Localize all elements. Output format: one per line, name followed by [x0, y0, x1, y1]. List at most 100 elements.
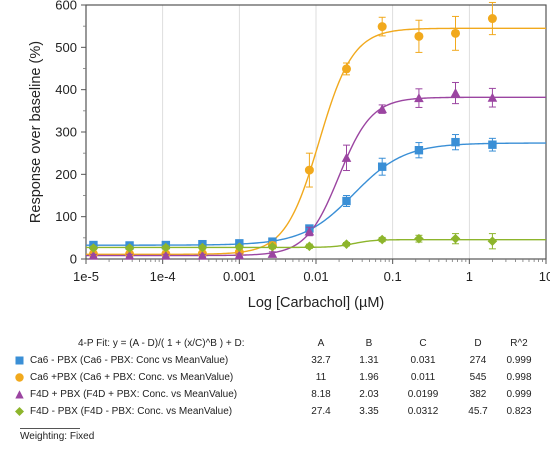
data-point — [487, 1, 497, 36]
diamond-marker — [487, 236, 498, 247]
data-point — [342, 62, 352, 76]
x-tick-label: 10 — [539, 269, 550, 284]
fit-value-r2: 0.823 — [506, 406, 532, 417]
triangle-marker — [88, 250, 99, 260]
square-marker — [488, 140, 497, 149]
x-tick-label: 1e-4 — [150, 269, 176, 284]
diamond-marker — [341, 239, 352, 249]
data-point — [88, 250, 99, 260]
data-point — [487, 87, 498, 108]
data-point — [304, 152, 314, 188]
circle-marker — [304, 165, 314, 175]
fit-value-c: 0.011 — [410, 372, 436, 383]
series-name: F4D + PBX (F4D + PBX: Conc. vs MeanValue… — [30, 389, 238, 400]
data-point — [414, 233, 424, 244]
square-marker-icon — [15, 356, 24, 365]
fit-value-b: 1.31 — [359, 355, 379, 366]
triangle-marker — [267, 248, 278, 258]
triangle-marker — [450, 88, 461, 98]
triangle-marker — [341, 152, 352, 162]
x-tick-label: 0.1 — [384, 269, 402, 284]
data-points — [88, 1, 498, 260]
circle-marker — [487, 14, 497, 24]
x-tick-label: 1e-5 — [73, 269, 99, 284]
data-point — [377, 234, 387, 245]
diamond-marker — [124, 243, 135, 253]
data-point — [488, 137, 497, 152]
col-a: A — [317, 338, 325, 349]
col-r2: R^2 — [510, 338, 528, 349]
fit-value-d: 545 — [469, 372, 487, 383]
fit-row: F4D + PBX (F4D + PBX: Conc. vs MeanValue… — [0, 387, 550, 403]
data-point — [234, 250, 245, 260]
square-marker — [377, 162, 387, 171]
x-axis-ticks: 1e-5 1e-4 0.001 0.01 0.1 1 10 — [73, 259, 550, 284]
data-point — [304, 226, 315, 237]
data-point — [161, 242, 171, 253]
dose-response-chart: 1e-5 1e-4 0.001 0.01 0.1 1 10 0 100 200 300 400 500… — [28, 0, 550, 311]
diamond-marker — [304, 241, 315, 252]
x-tick-label: 0.001 — [223, 269, 256, 284]
series-name: Ca6 +PBX (Ca6 + PBX: Conc. vs MeanValue) — [30, 372, 234, 383]
data-point — [267, 248, 278, 258]
fit-row: Ca6 - PBX (Ca6 - PBX: Conc vs MeanValue)… — [0, 353, 550, 369]
circle-marker — [414, 31, 424, 41]
data-point — [377, 104, 387, 114]
data-point — [124, 250, 135, 260]
x-tick-label: 1 — [466, 269, 473, 284]
fit-value-b: 3.35 — [359, 406, 379, 417]
diamond-marker — [234, 242, 245, 252]
fit-value-r2: 0.998 — [506, 372, 532, 383]
series-name: Ca6 - PBX (Ca6 - PBX: Conc vs MeanValue) — [30, 355, 229, 366]
diamond-marker — [197, 242, 208, 253]
fit-header-row: 4-P Fit: y = (A - D)/( 1 + (x/C)^B ) + D… — [0, 336, 550, 352]
fit-value-a: 11 — [315, 372, 327, 383]
circle-marker — [450, 28, 460, 38]
col-b: B — [365, 338, 373, 349]
weighting-label: Weighting: Fixed — [20, 431, 95, 442]
data-point — [124, 243, 135, 253]
y-tick-label: 600 — [55, 0, 77, 13]
x-axis-title: Log [Carbachol] (µM) — [248, 295, 385, 311]
y-tick-label: 400 — [55, 82, 77, 97]
triangle-marker — [487, 92, 498, 102]
x-tick-label: 0.01 — [303, 269, 328, 284]
y-tick-label: 100 — [55, 209, 77, 224]
divider — [20, 428, 80, 429]
diamond-marker-icon — [15, 407, 24, 416]
square-marker — [451, 137, 460, 147]
data-point — [267, 241, 278, 252]
data-point — [450, 233, 461, 245]
fit-value-a: 8.18 — [311, 389, 331, 400]
fit-model-label: 4-P Fit: y = (A - D)/( 1 + (x/C)^B ) + D… — [78, 338, 245, 349]
circle-marker — [377, 22, 387, 32]
triangle-marker — [197, 250, 208, 260]
data-point — [161, 250, 171, 260]
data-point — [197, 250, 208, 260]
circle-marker-icon — [15, 373, 24, 382]
diamond-marker — [88, 243, 99, 253]
y-axis-title: Response over baseline (%) — [28, 41, 44, 223]
fit-value-d: 274 — [469, 355, 487, 366]
data-point — [487, 233, 498, 250]
grid — [85, 5, 547, 259]
diamond-marker — [414, 233, 424, 244]
triangle-marker — [304, 226, 315, 236]
square-marker — [342, 196, 351, 206]
data-point — [88, 243, 99, 253]
data-point — [341, 144, 352, 172]
data-point — [414, 142, 424, 159]
fit-value-r2: 0.999 — [506, 355, 532, 366]
y-tick-label: 500 — [55, 40, 77, 55]
data-point — [234, 242, 245, 252]
diamond-marker — [267, 241, 278, 252]
col-d: D — [474, 338, 482, 349]
fit-value-d: 382 — [469, 389, 487, 400]
data-point — [450, 15, 460, 51]
square-marker — [414, 146, 424, 155]
diamond-marker — [161, 242, 171, 253]
y-tick-label: 300 — [55, 125, 77, 140]
triangle-marker-icon — [15, 390, 24, 399]
fit-row: Ca6 +PBX (Ca6 + PBX: Conc. vs MeanValue)… — [0, 370, 550, 386]
triangle-marker — [124, 250, 135, 260]
